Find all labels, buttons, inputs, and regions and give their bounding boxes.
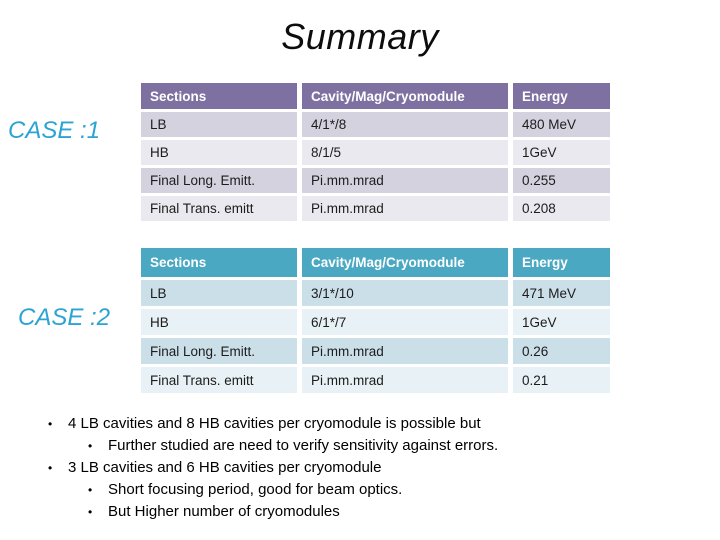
case2-col-cavity: Cavity/Mag/Cryomodule xyxy=(302,248,513,280)
case1-col-cavity: Cavity/Mag/Cryomodule xyxy=(302,83,513,112)
table-row: HB 6/1*/7 1GeV xyxy=(141,309,610,338)
table-cell: 0.21 xyxy=(513,367,610,396)
case1-col-energy: Energy xyxy=(513,83,610,112)
table-row: HB 8/1/5 1GeV xyxy=(141,140,610,168)
table-cell: HB xyxy=(141,140,302,168)
case2-label: CASE :2 xyxy=(18,304,111,331)
table-cell: Pi.mm.mrad xyxy=(302,196,513,224)
bullet-item: • But Higher number of cryomodules xyxy=(40,501,700,523)
table-cell: 0.26 xyxy=(513,338,610,367)
table-cell: 1GeV xyxy=(513,309,610,338)
notes: • 4 LB cavities and 8 HB cavities per cr… xyxy=(40,413,700,523)
table-row: LB 4/1*/8 480 MeV xyxy=(141,112,610,140)
table-row: Final Long. Emitt. Pi.mm.mrad 0.26 xyxy=(141,338,610,367)
table-cell: Pi.mm.mrad xyxy=(302,338,513,367)
case2-col-energy: Energy xyxy=(513,248,610,280)
table-cell: 0.208 xyxy=(513,196,610,224)
bullet-text: Short focusing period, good for beam opt… xyxy=(108,481,403,498)
table-cell: 480 MeV xyxy=(513,112,610,140)
table-cell: Final Trans. emitt xyxy=(141,196,302,224)
bullet-item: • Further studied are need to verify sen… xyxy=(40,435,700,457)
table-cell: 8/1/5 xyxy=(302,140,513,168)
bullet-item: • 4 LB cavities and 8 HB cavities per cr… xyxy=(40,413,700,435)
case2-header-row: Sections Cavity/Mag/Cryomodule Energy xyxy=(141,248,610,280)
case1-label: CASE :1 xyxy=(8,117,101,144)
table-cell: Pi.mm.mrad xyxy=(302,367,513,396)
case2-table: Sections Cavity/Mag/Cryomodule Energy LB… xyxy=(141,248,610,396)
table-row: Final Long. Emitt. Pi.mm.mrad 0.255 xyxy=(141,168,610,196)
table-cell: 1GeV xyxy=(513,140,610,168)
table-cell: 4/1*/8 xyxy=(302,112,513,140)
bullet-item: • Short focusing period, good for beam o… xyxy=(40,479,700,501)
case1-table: Sections Cavity/Mag/Cryomodule Energy LB… xyxy=(141,83,610,224)
table-cell: Final Long. Emitt. xyxy=(141,338,302,367)
bullet-icon: • xyxy=(88,483,93,497)
table-row: LB 3/1*/10 471 MeV xyxy=(141,280,610,309)
bullet-icon: • xyxy=(48,461,53,475)
table-cell: 3/1*/10 xyxy=(302,280,513,309)
table-cell: 0.255 xyxy=(513,168,610,196)
case1-col-sections: Sections xyxy=(141,83,302,112)
table-row: Final Trans. emitt Pi.mm.mrad 0.21 xyxy=(141,367,610,396)
slide-title: Summary xyxy=(281,16,439,57)
bullet-text: 4 LB cavities and 8 HB cavities per cryo… xyxy=(68,415,481,432)
case2-col-sections: Sections xyxy=(141,248,302,280)
bullet-icon: • xyxy=(48,417,53,431)
bullet-text: 3 LB cavities and 6 HB cavities per cryo… xyxy=(68,459,382,476)
table-cell: Pi.mm.mrad xyxy=(302,168,513,196)
table-cell: Final Trans. emitt xyxy=(141,367,302,396)
table-cell: Final Long. Emitt. xyxy=(141,168,302,196)
case1-header-row: Sections Cavity/Mag/Cryomodule Energy xyxy=(141,83,610,112)
table-cell: HB xyxy=(141,309,302,338)
bullet-icon: • xyxy=(88,439,93,453)
table-cell: 471 MeV xyxy=(513,280,610,309)
table-cell: 6/1*/7 xyxy=(302,309,513,338)
bullet-icon: • xyxy=(88,505,93,519)
table-cell: LB xyxy=(141,280,302,309)
bullet-item: • 3 LB cavities and 6 HB cavities per cr… xyxy=(40,457,700,479)
bullet-text: Further studied are need to verify sensi… xyxy=(108,437,499,454)
table-cell: LB xyxy=(141,112,302,140)
bullet-text: But Higher number of cryomodules xyxy=(108,503,340,520)
table-row: Final Trans. emitt Pi.mm.mrad 0.208 xyxy=(141,196,610,224)
